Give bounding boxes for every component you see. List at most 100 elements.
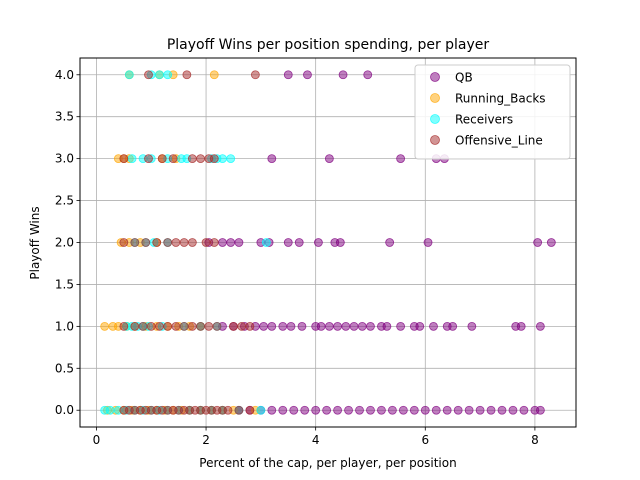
- data-point: [535, 321, 545, 331]
- data-point: [475, 405, 485, 415]
- data-point: [324, 154, 334, 164]
- data-point: [420, 405, 430, 415]
- data-point: [234, 238, 244, 247]
- data-point: [187, 321, 197, 331]
- data-point: [141, 238, 151, 247]
- data-point: [497, 405, 507, 415]
- data-point: [322, 405, 332, 415]
- data-point: [267, 405, 277, 415]
- data-point: [366, 321, 375, 331]
- data-point: [226, 238, 236, 247]
- data-point: [283, 238, 293, 247]
- data-point: [105, 405, 115, 415]
- data-point: [196, 321, 205, 331]
- y-tick-label: 0.5: [55, 361, 74, 375]
- data-point: [250, 70, 260, 80]
- data-point: [171, 238, 181, 247]
- data-point: [152, 238, 162, 247]
- data-point: [314, 238, 323, 247]
- data-point: [286, 321, 296, 331]
- legend: QB Running_Backs Receivers Offensive_Line: [414, 64, 571, 160]
- data-point: [516, 321, 526, 331]
- y-tick-label: 1.5: [55, 277, 74, 291]
- data-point: [179, 238, 189, 247]
- data-point: [382, 321, 392, 331]
- data-point: [533, 238, 543, 247]
- data-point: [341, 321, 351, 331]
- data-point: [229, 321, 238, 331]
- legend-label: Offensive_Line: [455, 134, 543, 148]
- legend-marker: [430, 135, 440, 145]
- data-point: [245, 405, 255, 415]
- data-point: [218, 238, 227, 247]
- data-point: [124, 70, 134, 80]
- series-offensive-line: [119, 70, 260, 415]
- data-point: [442, 405, 452, 415]
- data-point: [209, 154, 219, 164]
- y-tick-label: 2.0: [55, 236, 74, 250]
- data-point: [415, 321, 425, 331]
- data-point: [119, 154, 129, 164]
- data-point: [357, 321, 367, 331]
- legend-marker: [430, 72, 440, 82]
- data-point: [209, 238, 219, 247]
- data-point: [316, 321, 326, 331]
- data-point: [245, 321, 255, 331]
- data-point: [256, 405, 266, 415]
- data-point: [431, 405, 441, 415]
- x-tick-label: 2: [202, 433, 210, 447]
- data-point: [344, 405, 353, 415]
- data-point: [234, 405, 244, 415]
- data-point: [508, 405, 518, 415]
- y-tick-label: 3.0: [55, 152, 74, 166]
- data-point: [138, 321, 148, 331]
- data-point: [179, 321, 189, 331]
- data-point: [187, 154, 197, 164]
- data-point: [363, 70, 373, 80]
- data-point: [453, 405, 463, 415]
- data-point: [324, 321, 334, 331]
- y-tick-label: 2.5: [55, 194, 74, 208]
- data-point: [163, 238, 173, 247]
- data-point: [486, 405, 496, 415]
- data-point: [289, 405, 299, 415]
- data-point: [409, 405, 419, 415]
- data-point: [144, 154, 153, 164]
- data-point: [349, 321, 359, 331]
- chart-title: Playoff Wins per position spending, per …: [167, 37, 490, 53]
- data-point: [146, 321, 156, 331]
- data-point: [385, 238, 395, 247]
- legend-label: Receivers: [455, 113, 513, 127]
- data-points: [100, 70, 556, 415]
- data-point: [423, 238, 433, 247]
- data-point: [182, 70, 192, 80]
- data-point: [448, 321, 458, 331]
- data-point: [171, 321, 181, 331]
- data-point: [261, 238, 271, 247]
- data-point: [335, 238, 345, 247]
- data-point: [201, 238, 211, 247]
- data-point: [333, 321, 342, 331]
- data-point: [237, 321, 247, 331]
- data-point: [267, 321, 277, 331]
- data-point: [157, 154, 167, 164]
- data-point: [311, 405, 321, 415]
- legend-label: QB: [455, 71, 473, 85]
- data-point: [119, 321, 129, 331]
- data-point: [366, 405, 375, 415]
- data-point: [398, 405, 408, 415]
- y-tick-label: 4.0: [55, 68, 74, 82]
- data-point: [535, 405, 545, 415]
- data-point: [223, 405, 233, 415]
- data-point: [396, 154, 406, 164]
- data-point: [519, 405, 529, 415]
- data-point: [283, 70, 293, 80]
- x-tick-label: 0: [93, 433, 101, 447]
- data-point: [259, 321, 269, 331]
- y-axis-label: Playoff Wins: [28, 206, 42, 279]
- data-point: [278, 321, 288, 331]
- data-point: [377, 405, 386, 415]
- data-point: [119, 238, 129, 247]
- data-point: [396, 321, 406, 331]
- data-point: [127, 154, 137, 164]
